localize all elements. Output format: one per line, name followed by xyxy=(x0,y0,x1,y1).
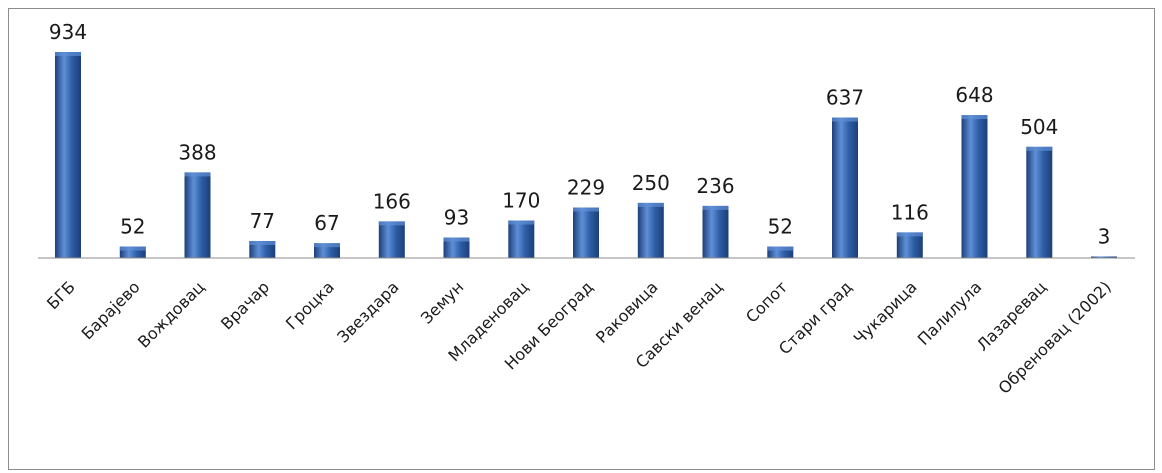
value-label-15: 504 xyxy=(1020,115,1058,139)
bar-cap-6 xyxy=(443,237,470,242)
value-label-6: 93 xyxy=(444,206,469,230)
category-label-13: Чукарица xyxy=(850,277,921,348)
value-label-9: 250 xyxy=(632,171,670,195)
bar-2 xyxy=(184,172,211,258)
category-label-0: БГБ xyxy=(43,277,79,313)
value-label-13: 116 xyxy=(891,200,929,224)
bar-cap-3 xyxy=(249,241,276,245)
category-label-11: Сопот xyxy=(742,277,791,326)
bar-cap-10 xyxy=(702,205,729,210)
bar-5 xyxy=(378,221,405,258)
value-label-11: 52 xyxy=(768,215,793,239)
bar-13 xyxy=(896,232,923,258)
bar-6 xyxy=(443,237,470,258)
bar-14 xyxy=(961,115,988,258)
bar-cap-15 xyxy=(1026,146,1053,151)
bar-cap-4 xyxy=(314,243,340,248)
bars-layer xyxy=(55,52,1117,258)
bar-1 xyxy=(119,246,146,258)
bar-0 xyxy=(55,52,81,258)
bar-15 xyxy=(1026,146,1053,258)
bar-cap-8 xyxy=(573,207,599,212)
value-label-3: 77 xyxy=(250,209,275,233)
bar-cap-13 xyxy=(896,232,923,237)
bar-cap-5 xyxy=(378,221,405,226)
bar-cap-1 xyxy=(119,246,146,251)
bar-cap-7 xyxy=(508,220,535,225)
bar-16 xyxy=(1091,256,1117,258)
value-label-4: 67 xyxy=(314,211,339,235)
category-label-1: Барајево xyxy=(78,277,144,343)
bar-11 xyxy=(767,246,794,258)
category-label-4: Гроцка xyxy=(282,277,338,333)
value-label-10: 236 xyxy=(696,174,734,198)
category-label-9: Раковица xyxy=(592,277,662,347)
value-label-5: 166 xyxy=(373,189,411,213)
category-label-3: Врачар xyxy=(217,277,273,333)
value-labels-layer: 934 52 388 77 67 166 93 170 229 250 236 52 637 116 648… xyxy=(49,20,1110,249)
bar-cap-9 xyxy=(637,202,664,207)
bar-cap-0 xyxy=(55,52,81,56)
bar-10 xyxy=(702,205,729,258)
bar-8 xyxy=(573,207,599,258)
bar-cap-11 xyxy=(767,246,794,251)
bar-12 xyxy=(832,117,858,258)
category-label-16: Обреновац (2002) xyxy=(995,277,1115,397)
value-label-7: 170 xyxy=(502,189,540,213)
bar-7 xyxy=(508,220,535,258)
bar-3 xyxy=(249,241,276,258)
value-label-1: 52 xyxy=(120,215,145,239)
bar-cap-14 xyxy=(961,115,988,120)
value-label-16: 3 xyxy=(1098,225,1111,249)
value-label-8: 229 xyxy=(567,176,605,200)
bar-cap-12 xyxy=(832,117,858,122)
value-label-0: 934 xyxy=(49,20,87,44)
value-label-12: 637 xyxy=(826,86,864,110)
category-label-5: Звездара xyxy=(333,277,402,346)
category-label-6: Земун xyxy=(417,277,467,327)
value-label-14: 648 xyxy=(955,83,993,107)
bar-cap-2 xyxy=(184,172,211,177)
category-label-2: Вождовац xyxy=(134,277,208,351)
value-label-2: 388 xyxy=(178,140,216,164)
bar-9 xyxy=(637,202,664,258)
